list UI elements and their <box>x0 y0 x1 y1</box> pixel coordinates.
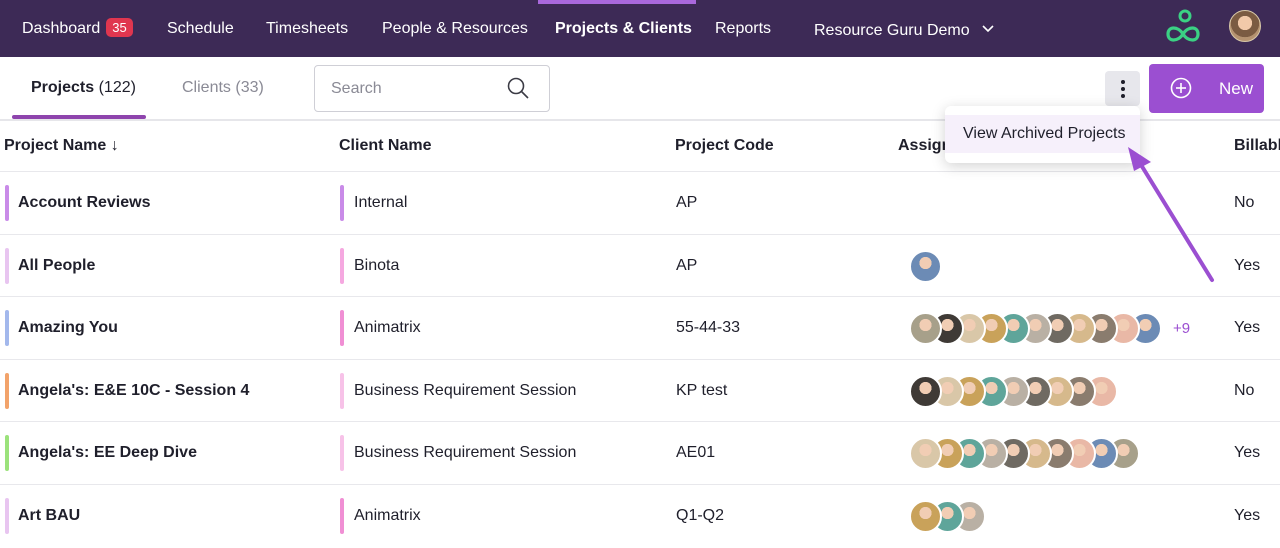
client-name[interactable]: Binota <box>354 257 400 274</box>
client-color-bar <box>340 498 344 534</box>
project-name[interactable]: Account Reviews <box>18 194 151 211</box>
account-name: Resource Guru Demo <box>814 22 970 39</box>
new-button[interactable]: New <box>1149 64 1264 113</box>
project-name[interactable]: All People <box>18 257 96 274</box>
kebab-dot <box>1121 80 1125 84</box>
client-color-bar <box>340 310 344 346</box>
client-name[interactable]: Animatrix <box>354 319 421 336</box>
column-header-project-name[interactable]: Project Name ↓ <box>4 137 119 154</box>
project-name[interactable]: Angela's: EE Deep Dive <box>18 444 197 461</box>
column-header-billable[interactable]: Billable <box>1234 137 1280 154</box>
plus-circle-icon <box>1170 77 1192 99</box>
avatar[interactable] <box>909 375 942 408</box>
nav-dashboard-label: Dashboard <box>22 20 101 37</box>
project-code: KP test <box>676 382 728 399</box>
chevron-down-icon <box>982 0 994 57</box>
resource-guru-logo-icon <box>1164 8 1202 46</box>
account-switcher[interactable]: Resource Guru Demo <box>814 0 994 57</box>
billable-value: Yes <box>1234 507 1261 524</box>
tab-clients-count: (33) <box>235 79 264 96</box>
kebab-dot <box>1121 94 1125 98</box>
more-assignees-count[interactable]: +9 <box>1173 320 1191 337</box>
project-code: AP <box>676 257 698 274</box>
tab-clients-label: Clients <box>182 79 231 96</box>
billable-value: Yes <box>1234 444 1261 461</box>
tab-projects-label: Projects <box>31 79 95 96</box>
table-row[interactable]: Angela's: E&E 10C - Session 4 Business Re… <box>0 359 1280 422</box>
project-code: AP <box>676 194 698 211</box>
new-button-label: New <box>1219 79 1254 98</box>
active-tab-indicator <box>12 115 146 119</box>
active-nav-indicator <box>538 0 696 4</box>
project-code: AE01 <box>676 444 716 461</box>
client-name[interactable]: Business Requirement Session <box>354 382 577 399</box>
more-options-button[interactable] <box>1105 71 1140 106</box>
table-row[interactable]: All People Binota AP Yes <box>0 234 1280 297</box>
avatar[interactable] <box>909 500 942 533</box>
client-color-bar <box>340 185 344 221</box>
search-box <box>314 65 550 112</box>
tab-clients[interactable]: Clients (33) <box>182 57 264 119</box>
project-color-bar <box>5 248 9 284</box>
client-name[interactable]: Business Requirement Session <box>354 444 577 461</box>
search-icon[interactable] <box>506 76 530 100</box>
project-color-bar <box>5 310 9 346</box>
menu-item-view-archived-projects[interactable]: View Archived Projects <box>945 115 1140 153</box>
tab-projects-count: (122) <box>98 79 136 96</box>
client-name[interactable]: Animatrix <box>354 507 421 524</box>
nav-dashboard[interactable]: Dashboard 35 <box>22 0 133 57</box>
client-color-bar <box>340 373 344 409</box>
avatar[interactable] <box>909 250 942 283</box>
client-color-bar <box>340 248 344 284</box>
project-code: 55-44-33 <box>676 319 741 336</box>
search-input[interactable] <box>331 78 501 100</box>
kebab-dot <box>1121 87 1125 91</box>
options-dropdown: View Archived Projects <box>945 106 1140 163</box>
nav-schedule[interactable]: Schedule <box>167 20 234 37</box>
tab-projects[interactable]: Projects (122) <box>31 57 136 119</box>
nav-reports[interactable]: Reports <box>715 20 772 37</box>
project-color-bar <box>5 498 9 534</box>
column-header-project-code[interactable]: Project Code <box>675 137 774 154</box>
project-color-bar <box>5 435 9 471</box>
avatar[interactable] <box>909 312 942 345</box>
project-code: Q1-Q2 <box>676 507 725 524</box>
billable-value: Yes <box>1234 257 1261 274</box>
project-color-bar <box>5 373 9 409</box>
table-row[interactable]: Amazing You Animatrix 55-44-33 +9 Yes <box>0 296 1280 359</box>
table-row[interactable]: Art BAU Animatrix Q1-Q2 Yes <box>0 484 1280 547</box>
nav-projects-clients[interactable]: Projects & Clients <box>555 20 692 37</box>
table-row[interactable]: Angela's: EE Deep Dive Business Requireme… <box>0 421 1280 484</box>
table-row[interactable]: Account Reviews Internal AP No <box>0 171 1280 234</box>
dashboard-badge: 35 <box>106 18 133 37</box>
project-name[interactable]: Art BAU <box>18 507 81 524</box>
top-navigation: Dashboard 35 Schedule Timesheets People &… <box>0 0 1280 57</box>
project-color-bar <box>5 185 9 221</box>
user-avatar[interactable] <box>1229 10 1261 42</box>
billable-value: Yes <box>1234 319 1261 336</box>
nav-timesheets[interactable]: Timesheets <box>266 20 349 37</box>
column-header-client-name[interactable]: Client Name <box>339 137 432 154</box>
client-name[interactable]: Internal <box>354 194 408 211</box>
toolbar-divider <box>0 119 1280 121</box>
project-name[interactable]: Amazing You <box>18 319 118 336</box>
project-name[interactable]: Angela's: E&E 10C - Session 4 <box>18 382 250 399</box>
nav-people-resources[interactable]: People & Resources <box>382 20 528 37</box>
client-color-bar <box>340 435 344 471</box>
billable-value: No <box>1234 382 1255 399</box>
billable-value: No <box>1234 194 1255 211</box>
avatar[interactable] <box>909 437 942 470</box>
